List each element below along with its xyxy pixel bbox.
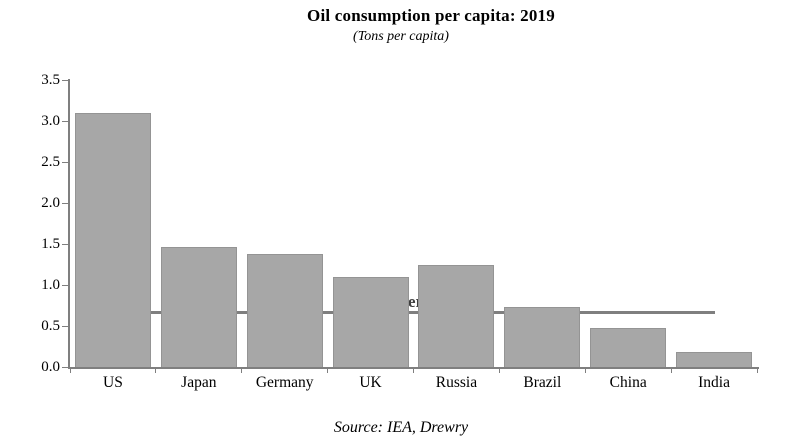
bar-japan <box>160 247 237 367</box>
x-tick-mark <box>756 369 758 373</box>
y-tick-label: 2.0 <box>41 195 60 211</box>
y-tick-mark <box>62 79 70 81</box>
x-tick-mark <box>69 369 71 373</box>
x-tick-mark <box>670 369 672 373</box>
y-tick-label: 3.0 <box>41 113 60 129</box>
bar-china <box>590 327 667 367</box>
x-tick-mark <box>327 369 329 373</box>
y-tick-mark <box>62 366 70 368</box>
x-label-uk: UK <box>359 374 382 391</box>
global-average-line <box>113 311 715 315</box>
x-label-china: China <box>609 374 647 391</box>
x-axis-line <box>68 367 759 369</box>
y-tick-label: 1.0 <box>41 277 60 293</box>
x-tick-mark <box>241 369 243 373</box>
bar-us <box>74 112 151 367</box>
x-label-russia: Russia <box>435 374 478 391</box>
bar-india <box>676 352 753 367</box>
bar-germany <box>246 253 323 367</box>
bar-brazil <box>504 307 581 367</box>
y-tick-mark <box>62 202 70 204</box>
x-tick-mark <box>413 369 414 373</box>
y-tick-mark <box>62 161 70 163</box>
plot-area: Global Average 0.00.51.01.52.02.53.03.5U… <box>41 72 759 391</box>
x-label-germany: Germany <box>255 374 314 391</box>
x-label-india: India <box>698 374 730 391</box>
y-axis-line <box>68 79 70 369</box>
x-label-us: US <box>103 374 123 391</box>
y-tick-mark <box>62 284 70 286</box>
bar-uk <box>332 276 409 367</box>
y-tick-mark <box>62 243 70 245</box>
y-tick-label: 3.5 <box>41 72 60 88</box>
x-label-brazil: Brazil <box>523 374 562 391</box>
bar-russia <box>418 265 495 367</box>
chart-title: Oil consumption per capita: 2019 <box>307 6 555 25</box>
y-tick-label: 0.5 <box>41 318 60 334</box>
y-tick-label: 1.5 <box>41 236 60 252</box>
x-tick-mark <box>155 369 157 373</box>
y-tick-label: 0.0 <box>41 359 60 375</box>
y-tick-label: 2.5 <box>41 154 60 170</box>
y-tick-mark <box>62 120 70 122</box>
source-note: Source: IEA, Drewry <box>333 419 469 436</box>
x-label-japan: Japan <box>181 374 217 391</box>
y-tick-mark <box>62 325 70 327</box>
x-tick-mark <box>498 369 500 373</box>
chart-subtitle: (Tons per capita) <box>353 29 449 44</box>
x-tick-mark <box>584 369 586 373</box>
